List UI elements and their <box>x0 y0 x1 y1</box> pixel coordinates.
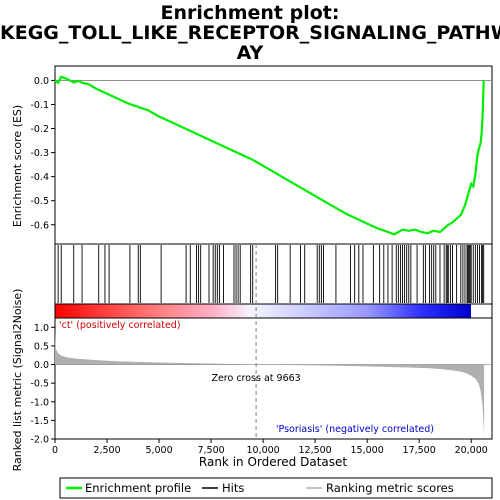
es-line-series <box>54 75 485 236</box>
es-y-tick-label: -0.3 <box>30 148 49 159</box>
es-y-tick-label: -0.4 <box>30 172 49 183</box>
negative-correlated-label: 'Psoriasis' (negatively correlated) <box>276 424 434 435</box>
legend-label-ranking-metric: Ranking metric scores <box>326 481 454 495</box>
x-tick-label: 17,500 <box>403 445 436 456</box>
title-line-2: KEGG_TOLL_LIKE_RECEPTOR_SIGNALING_PATHW <box>0 22 500 44</box>
positive-correlated-label: 'ct' (positively correlated) <box>59 320 181 331</box>
metric-ylabel: Ranked list metric (Signal2Noise) <box>11 289 24 472</box>
metric-y-tick-label: -1.0 <box>30 397 49 408</box>
legend-box <box>59 477 493 499</box>
es-ylabel: Enrichment score (ES) <box>11 105 24 227</box>
metric-y-tick-label: -0.5 <box>30 379 49 390</box>
es-y-tick-label: -0.6 <box>30 220 49 231</box>
x-axis-label: Rank in Ordered Dataset <box>199 455 347 469</box>
x-tick-label: 10,000 <box>246 445 279 456</box>
x-tick-label: 0 <box>52 445 58 456</box>
es-panel-frame <box>54 65 493 245</box>
legend-item-ranking-metric: Ranking metric scores <box>306 481 454 495</box>
legend-item-enrichment-profile: Enrichment profile <box>66 481 191 495</box>
x-tick-label: 2,500 <box>93 445 120 456</box>
es-y-tick-label: -0.5 <box>30 196 49 207</box>
metric-y-tick-label: 0.5 <box>34 341 49 352</box>
metric-y-tick-label: -2.0 <box>30 435 49 446</box>
rank-heatmap-bar <box>55 304 471 318</box>
x-tick-label: 5,000 <box>145 445 172 456</box>
hit-marks <box>57 245 485 303</box>
x-tick-label: 7,500 <box>197 445 224 456</box>
metric-y-tick-label: 1.0 <box>34 323 49 334</box>
x-tick-label: 20,000 <box>455 445 488 456</box>
x-tick-label: 15,000 <box>351 445 384 456</box>
legend-label-hits: Hits <box>222 481 244 495</box>
title-line-1: Enrichment plot: <box>160 2 340 24</box>
metric-panel-frame <box>54 317 493 440</box>
legend-item-hits: Hits <box>202 481 244 495</box>
title-line-3: AY <box>236 42 264 64</box>
metric-y-tick-label: 0.0 <box>34 360 49 371</box>
hits-panel-frame <box>54 243 493 305</box>
metric-y-axis: 1.0 0.5 0.0 -0.5 -1.0 -1.5 -2.0 <box>30 323 55 446</box>
es-y-axis: 0.0 -0.1 -0.2 -0.3 -0.4 -0.5 -0.6 <box>30 76 55 231</box>
es-y-tick-label: -0.2 <box>30 124 49 135</box>
es-y-tick-label: -0.1 <box>30 100 49 111</box>
es-y-tick-label: 0.0 <box>34 76 49 87</box>
x-tick-label: 12,500 <box>298 445 331 456</box>
metric-y-tick-label: -1.5 <box>30 416 49 427</box>
zero-cross-label: Zero cross at 9663 <box>211 373 300 384</box>
legend-label-enrichment-profile: Enrichment profile <box>85 481 191 495</box>
x-axis: 0 2,500 5,000 7,500 10,000 12,500 15,000 17,500… <box>52 439 488 456</box>
